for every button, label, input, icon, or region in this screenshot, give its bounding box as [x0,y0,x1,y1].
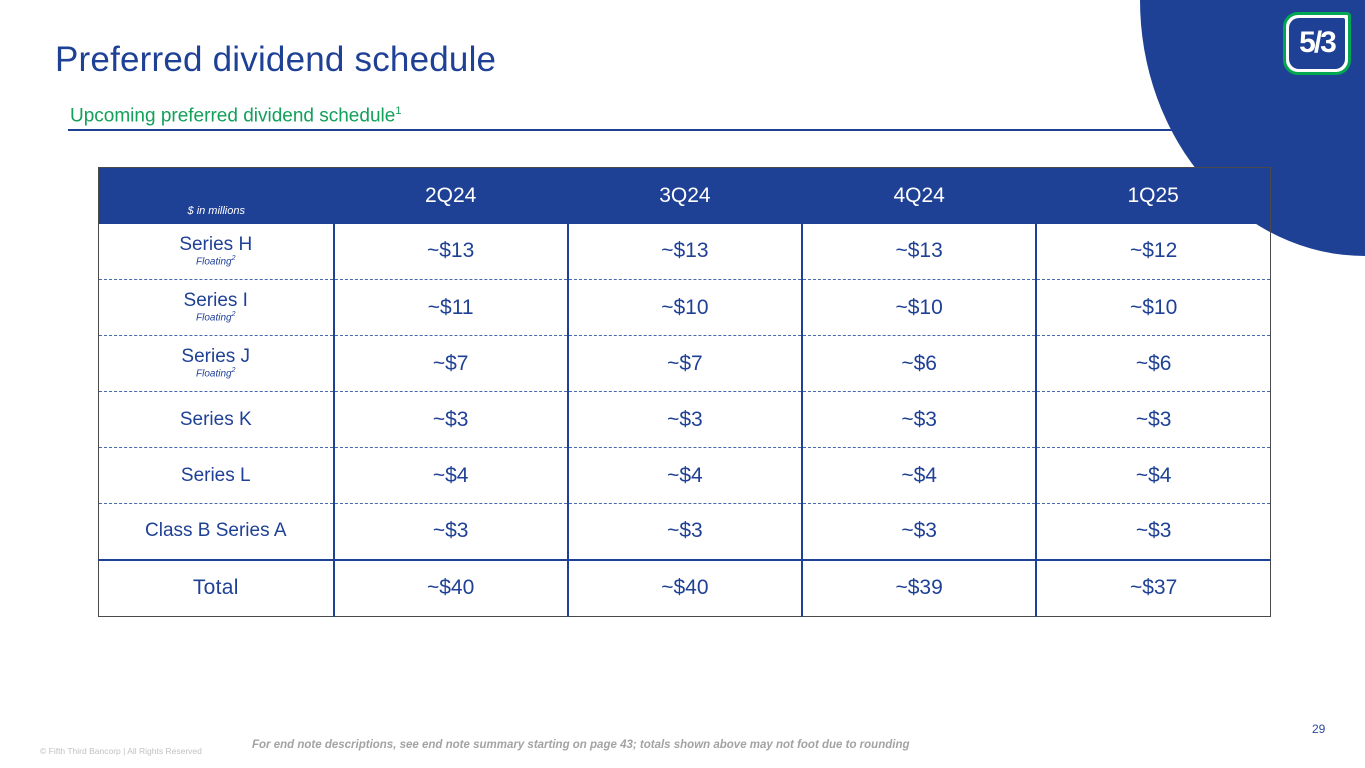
value-cell: ~$3 [566,503,802,560]
row-sublabel: Floating2 [196,367,236,380]
page-title: Preferred dividend schedule [55,40,497,79]
unit-label: $ in millions [98,167,334,224]
total-label-cell: Total [98,558,334,617]
row-label: Series K [179,408,252,430]
row-label: Class B Series A [145,520,287,542]
endnote-disclaimer: For end note descriptions, see end note … [252,739,910,751]
value-cell: ~$11 [332,279,568,336]
value-cell: ~$4 [1035,447,1271,504]
value-cell: ~$12 [1035,223,1271,280]
column-header-2q24: 2Q24 [333,167,568,224]
value-cell: ~$3 [1035,391,1271,448]
value-cell: ~$3 [800,391,1037,448]
value-cell: ~$10 [1035,279,1271,336]
table-row: Series L ~$4 ~$4 ~$4 ~$4 [98,447,1271,504]
column-header-1q25: 1Q25 [1036,167,1271,224]
row-label-cell: Series I Floating2 [98,279,334,336]
copyright-notice: © Fifth Third Bancorp | All Rights Reser… [40,746,202,756]
row-label-cell: Series L [98,447,334,504]
row-label-cell: Series K [98,391,334,448]
value-cell: ~$3 [566,391,802,448]
value-cell: ~$6 [1035,335,1271,392]
total-value-cell: ~$37 [1035,558,1271,617]
fifth-third-logo-mark: 5/3 [1289,18,1345,69]
section-subtitle-text: Upcoming preferred dividend schedule [70,105,396,127]
row-label-cell: Class B Series A [98,503,334,560]
row-label-cell: Series H Floating2 [99,224,334,280]
row-label: Series J [181,346,251,368]
value-cell: ~$10 [566,279,802,336]
row-sublabel: Floating2 [196,255,236,268]
value-cell: ~$3 [332,503,568,560]
value-cell: ~$13 [566,223,802,280]
table-row: Series K ~$3 ~$3 ~$3 ~$3 [98,391,1271,448]
table-header-row: $ in millions 2Q24 3Q24 4Q24 1Q25 [98,167,1271,224]
row-label: Series H [179,234,253,256]
value-cell: ~$10 [800,279,1037,336]
value-cell: ~$4 [566,447,802,504]
total-value-cell: ~$39 [800,558,1037,617]
value-cell: ~$13 [332,223,568,280]
value-cell: ~$3 [800,503,1037,560]
value-cell: ~$4 [332,447,568,504]
column-header-4q24: 4Q24 [802,167,1037,224]
table-row: Class B Series A ~$3 ~$3 ~$3 ~$3 [98,503,1271,560]
value-cell: ~$3 [332,391,568,448]
subtitle-underline [68,129,1303,131]
value-cell: ~$4 [800,447,1037,504]
row-sublabel: Floating2 [196,311,236,324]
row-label: Series L [180,464,251,486]
total-value-cell: ~$40 [332,558,568,617]
section-subtitle: Upcoming preferred dividend schedule1 [70,105,401,127]
row-label-cell: Series J Floating2 [98,335,334,392]
total-label: Total [192,576,239,600]
dividend-schedule-table: $ in millions 2Q24 3Q24 4Q24 1Q25 Series… [98,167,1271,617]
value-cell: ~$7 [332,335,568,392]
table-row: Series I Floating2 ~$11 ~$10 ~$10 ~$10 [98,279,1271,336]
value-cell: ~$3 [1035,503,1271,560]
table-total-row: Total ~$40 ~$40 ~$39 ~$37 [98,558,1271,617]
total-value-cell: ~$40 [566,558,802,617]
table-row: Series H Floating2 ~$13 ~$13 ~$13 ~$12 [99,223,1271,280]
subtitle-endnote-superscript: 1 [395,105,402,117]
table-row: Series J Floating2 ~$7 ~$7 ~$6 ~$6 [98,335,1271,392]
value-cell: ~$13 [800,223,1037,280]
fifth-third-logo: 5/3 [1283,12,1351,75]
value-cell: ~$7 [566,335,802,392]
column-header-3q24: 3Q24 [567,167,802,224]
row-label: Series I [183,290,248,312]
page-number: 29 [1312,722,1326,736]
value-cell: ~$6 [800,335,1037,392]
